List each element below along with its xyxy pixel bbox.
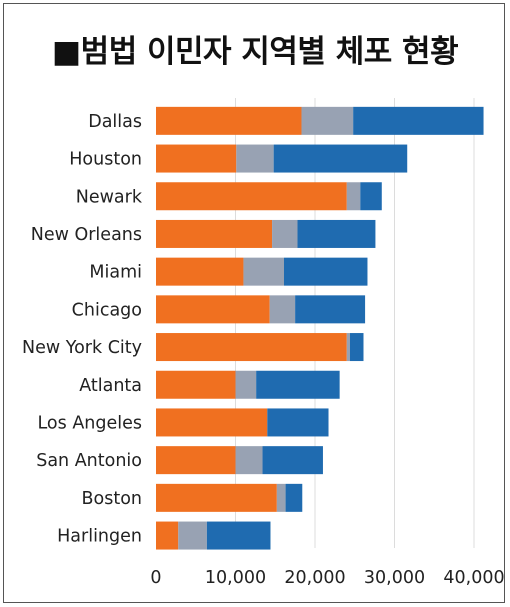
bar-segment: [353, 106, 484, 135]
bar-segment: [156, 483, 277, 512]
category-label: Dallas: [88, 112, 142, 132]
bar-segment: [156, 106, 302, 135]
bar-segment: [156, 182, 347, 211]
x-tick-label: 40,000: [443, 568, 504, 588]
bar-segment: [285, 483, 303, 512]
bar-segment: [273, 144, 408, 173]
category-label: Newark: [76, 187, 143, 207]
category-label: New York City: [22, 338, 142, 358]
category-label: Houston: [69, 150, 142, 170]
bar-segment: [156, 521, 179, 550]
bar-segment: [276, 483, 286, 512]
x-tick-label: 10,000: [205, 568, 266, 588]
bar-segment: [297, 219, 376, 248]
bar-segment: [206, 521, 271, 550]
category-label: Atlanta: [79, 376, 142, 396]
bar-segment: [283, 257, 368, 286]
bar-segment: [178, 521, 207, 550]
bar-segment: [243, 257, 284, 286]
bar-segment: [156, 446, 236, 475]
bar-segment: [349, 333, 364, 362]
bar-segment: [236, 144, 274, 173]
bar-segment: [346, 182, 361, 211]
bar-segment: [156, 219, 273, 248]
category-label: New Orleans: [31, 225, 142, 245]
bar-segment: [156, 370, 236, 399]
category-label: San Antonio: [36, 451, 142, 471]
x-tick-label: 20,000: [284, 568, 345, 588]
category-label: Los Angeles: [37, 413, 142, 433]
bar-segment: [295, 295, 366, 324]
bar-segment: [256, 370, 340, 399]
category-label: Chicago: [72, 300, 142, 320]
bar-segment: [156, 333, 347, 362]
category-label: Harlingen: [57, 527, 142, 547]
bar-segment: [156, 257, 244, 286]
bar-segment: [269, 295, 296, 324]
bar-segment: [301, 106, 354, 135]
category-label: Boston: [82, 489, 143, 509]
bar-segment: [156, 144, 237, 173]
category-label: Miami: [89, 263, 142, 283]
bar-segment: [156, 295, 270, 324]
bar-segment: [262, 446, 323, 475]
bar-segment: [235, 370, 257, 399]
bar-segment: [267, 408, 329, 437]
bar-segment: [235, 446, 263, 475]
x-tick-label: 30,000: [364, 568, 425, 588]
bar-segment: [346, 333, 350, 362]
bar-segment: [360, 182, 382, 211]
bar-segment: [156, 408, 268, 437]
chart-title: ■범법 이민자 지역별 체포 현황: [51, 34, 459, 70]
bar-segment: [272, 219, 298, 248]
x-tick-label: 0: [150, 568, 161, 588]
